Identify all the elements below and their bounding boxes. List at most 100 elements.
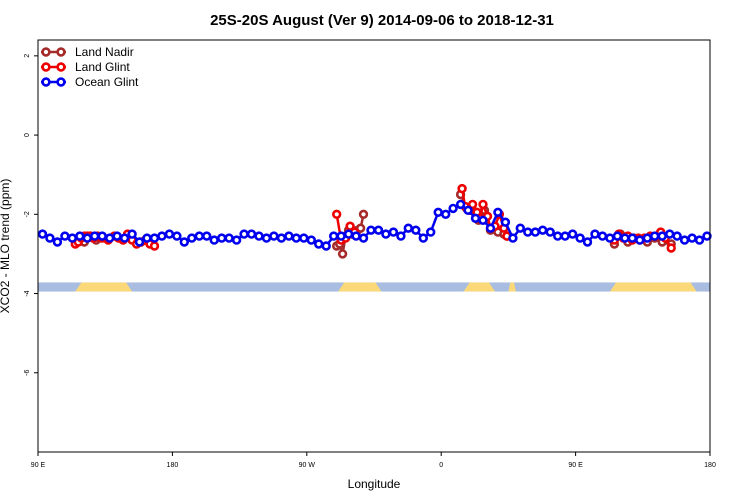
data-point-land-glint (149, 241, 160, 251)
land-mask-band (38, 282, 710, 292)
data-point-ocean-glint (493, 207, 503, 218)
data-point-ocean-glint (187, 233, 197, 243)
data-point-ocean-glint (179, 237, 190, 247)
data-point-ocean-glint (545, 227, 555, 237)
data-point-ocean-glint (552, 231, 563, 241)
data-point-ocean-glint (306, 235, 316, 245)
legend-marker-land-nadir (41, 47, 51, 57)
data-point-ocean-glint (657, 231, 667, 241)
data-point-ocean-glint (575, 233, 585, 243)
x-axis-title: Longitude (348, 477, 401, 491)
data-point-ocean-glint (515, 223, 525, 233)
data-point-ocean-glint (582, 237, 593, 247)
data-point-ocean-glint (597, 231, 608, 241)
data-point-ocean-glint (358, 233, 369, 243)
data-point-ocean-glint (702, 231, 712, 241)
legend-marker-ocean-glint (41, 77, 51, 87)
x-tick-label: 90 W (299, 462, 316, 469)
data-point-ocean-glint (142, 233, 152, 243)
data-point-ocean-glint (329, 231, 339, 241)
data-point-ocean-glint (224, 233, 234, 243)
data-point-ocean-glint (45, 233, 55, 243)
data-point-ocean-glint (321, 241, 331, 251)
data-point-ocean-glint (149, 233, 160, 243)
legend-marker-land-glint (56, 62, 66, 72)
data-point-ocean-glint (590, 229, 600, 239)
data-point-ocean-glint (157, 231, 167, 241)
data-point-ocean-glint (194, 231, 205, 241)
data-point-land-nadir (358, 209, 369, 220)
data-point-ocean-glint (426, 227, 436, 237)
data-point-ocean-glint (381, 229, 391, 239)
legend-marker-land-glint (41, 62, 51, 72)
x-axis: 90 E 180 90 W 0 90 E 180 (31, 452, 716, 469)
land-segment-2 (463, 282, 495, 292)
data-point-ocean-glint (485, 223, 496, 233)
data-point-ocean-glint (403, 223, 413, 233)
data-point-ocean-glint (75, 231, 85, 241)
y-tick-label: -6 (24, 370, 31, 376)
chart-title: 25S-20S August (Ver 9) 2014-09-06 to 201… (210, 12, 554, 29)
legend-label-ocean-glint: Ocean Glint (75, 75, 139, 89)
data-point-ocean-glint (679, 235, 690, 245)
data-point-ocean-glint (261, 233, 272, 243)
data-point-ocean-glint (530, 227, 540, 237)
series-line-land-nadir (83, 194, 672, 255)
legend-label-land-glint: Land Glint (75, 60, 130, 74)
y-tick-label: 2 (24, 54, 31, 58)
data-point-ocean-glint (441, 209, 451, 220)
land-segment-0 (75, 282, 133, 292)
data-point-ocean-glint (82, 233, 93, 243)
x-tick-label: 180 (167, 462, 179, 469)
data-point-ocean-glint (478, 215, 488, 226)
legend-item-land-glint: Land Glint (41, 60, 130, 74)
data-point-ocean-glint (231, 235, 242, 245)
x-tick-label: 90 E (568, 462, 583, 469)
data-point-ocean-glint (239, 229, 249, 239)
data-point-ocean-glint (635, 235, 645, 245)
data-point-ocean-glint (202, 231, 212, 241)
data-point-land-glint (666, 243, 676, 253)
data-point-ocean-glint (649, 231, 660, 241)
data-point-ocean-glint (567, 229, 578, 239)
data-point-ocean-glint (411, 225, 421, 235)
data-point-ocean-glint (523, 227, 533, 237)
data-point-ocean-glint (89, 231, 100, 241)
data-point-ocean-glint (104, 233, 115, 243)
data-point-ocean-glint (351, 231, 361, 241)
data-point-ocean-glint (560, 231, 570, 241)
land-segment-3 (508, 282, 516, 292)
data-point-ocean-glint (672, 231, 682, 241)
data-point-ocean-glint (627, 233, 637, 243)
data-point-ocean-glint (508, 233, 518, 243)
data-point-ocean-glint (418, 233, 428, 243)
data-point-ocean-glint (127, 229, 137, 239)
data-point-ocean-glint (37, 229, 48, 239)
data-point-ocean-glint (373, 225, 384, 235)
data-point-ocean-glint (694, 235, 705, 245)
data-point-ocean-glint (172, 231, 182, 241)
data-point-ocean-glint (612, 231, 623, 241)
data-point-ocean-glint (500, 217, 511, 227)
data-point-ocean-glint (209, 235, 219, 245)
y-tick-label: -4 (24, 290, 31, 296)
data-point-ocean-glint (97, 231, 107, 241)
data-point-ocean-glint (366, 225, 376, 235)
data-point-land-glint (332, 209, 342, 220)
data-point-land-glint (467, 199, 478, 210)
data-point-land-glint (457, 183, 467, 194)
data-point-ocean-glint (388, 227, 399, 237)
y-tick-label: -2 (24, 211, 31, 217)
data-point-ocean-glint (314, 239, 324, 249)
data-point-ocean-glint (60, 231, 70, 241)
data-point-ocean-glint (217, 233, 227, 243)
data-point-land-nadir (337, 249, 348, 259)
series-ocean-glint (37, 199, 712, 251)
data-point-ocean-glint (396, 231, 406, 241)
legend-label-land-nadir: Land Nadir (75, 45, 134, 59)
data-point-ocean-glint (455, 199, 466, 210)
data-point-land-glint (478, 199, 488, 210)
x-tick-label: 180 (704, 462, 716, 469)
data-point-ocean-glint (254, 231, 264, 241)
